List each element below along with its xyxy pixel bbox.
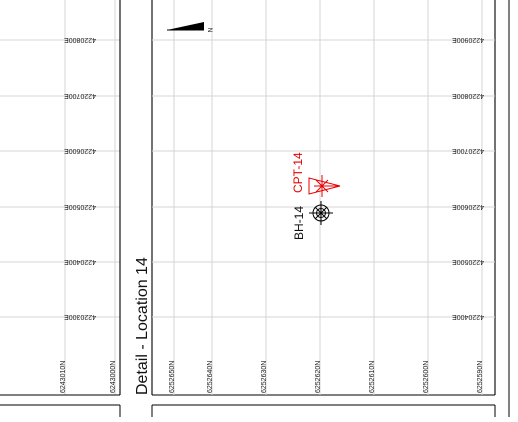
northing-label: 6252650N xyxy=(169,361,176,393)
northing-label: 6243010N xyxy=(60,361,67,393)
left-panel-grid xyxy=(0,0,120,395)
detail-title: Detail - Location 14 xyxy=(134,257,151,395)
easting-label: 4220800E xyxy=(452,92,484,99)
easting-label: 4220700E xyxy=(64,92,96,99)
northing-label: 6243000N xyxy=(110,361,117,393)
easting-label: 4220900E xyxy=(452,36,484,43)
cpt-marker-icon xyxy=(308,175,341,197)
north-arrow-icon xyxy=(167,22,204,31)
easting-label: 4220700E xyxy=(452,147,484,154)
borehole-point-label: BH-14 xyxy=(292,206,306,240)
easting-label: 4220800E xyxy=(64,36,96,43)
northing-label: 6252590N xyxy=(477,361,484,393)
northing-label: 6252620N xyxy=(315,361,322,393)
easting-label: 4220600E xyxy=(452,203,484,210)
northing-label: 6252610N xyxy=(369,361,376,393)
detail-map-panel: 4220900E 4220800E 4220700E 4220600E 4220… xyxy=(134,0,510,417)
borehole-marker-icon xyxy=(309,201,333,225)
northing-label: 6252640N xyxy=(207,361,214,393)
easting-label: 4220600E xyxy=(64,147,96,154)
northing-label: 6252630N xyxy=(261,361,268,393)
easting-label: 4220500E xyxy=(64,203,96,210)
cpt-point-label: CPT-14 xyxy=(291,152,305,193)
detail-panel-grid xyxy=(152,0,495,395)
north-arrow-label: N xyxy=(206,28,212,32)
left-map-panel: 4220800E 4220700E 4220600E 4220500E 4220… xyxy=(0,0,121,417)
easting-label: 4220300E xyxy=(64,313,96,320)
easting-label: 4220500E xyxy=(452,258,484,265)
northing-label: 6252600N xyxy=(423,361,430,393)
easting-label: 4220400E xyxy=(452,313,484,320)
easting-label: 4220400E xyxy=(64,258,96,265)
